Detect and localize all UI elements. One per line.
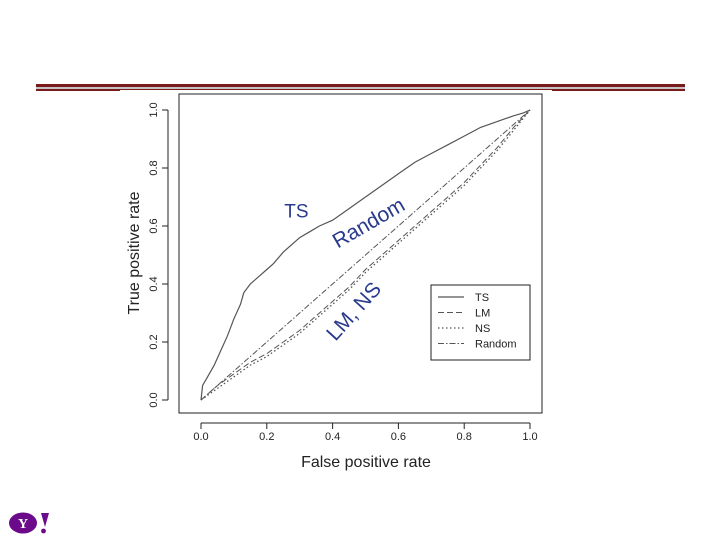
legend-label-random: Random xyxy=(475,339,517,351)
x-axis-label: False positive rate xyxy=(301,454,431,471)
x-tick-label: 1.0 xyxy=(522,431,537,443)
legend-label-ts: TS xyxy=(475,292,489,304)
y-tick-label: 0.8 xyxy=(148,160,160,175)
annotation-ts: TS xyxy=(284,201,308,222)
annotation-random: Random xyxy=(329,193,409,253)
y-tick-label: 0.6 xyxy=(148,218,160,233)
axes-layer: 0.0 0.2 0.4 0.6 0.8 1.0 0.0 0.2 0.4 0.6 0.8 1.0 xyxy=(148,102,538,443)
roc-chart: 0.0 0.2 0.4 0.6 0.8 1.0 0.0 0.2 0.4 0.6 0.8 1.0 TS R… xyxy=(126,93,543,471)
x-tick-label: 0.4 xyxy=(325,431,340,443)
x-tick-label: 0.6 xyxy=(391,431,406,443)
yahoo-logo-letter: Y xyxy=(18,517,28,532)
slide-title-rule-inner xyxy=(36,87,685,89)
yahoo-logo-exclaim-bar xyxy=(41,513,49,527)
legend-label-lm: LM xyxy=(475,308,490,320)
x-tick-label: 0.0 xyxy=(193,431,208,443)
legend-label-ns: NS xyxy=(475,323,490,335)
yahoo-logo-badge xyxy=(9,512,37,534)
annotation-lm-ns: LM, NS xyxy=(322,278,386,345)
yahoo-logo: Y xyxy=(9,512,49,534)
y-tick-label: 1.0 xyxy=(148,102,160,117)
plot-frame xyxy=(178,93,543,414)
x-tick-label: 0.8 xyxy=(457,431,472,443)
series-line-ns xyxy=(200,109,531,401)
series-line-random xyxy=(200,109,531,401)
y-axis-label: True positive rate xyxy=(126,191,143,314)
series-line-lm xyxy=(200,109,531,401)
legend: TS LM NS Random xyxy=(430,284,531,361)
annotation-layer: TS Random LM, NS xyxy=(284,193,409,345)
y-tick-label: 0.0 xyxy=(148,392,160,407)
series-line-ts xyxy=(200,109,531,401)
y-tick-label: 0.2 xyxy=(148,334,160,349)
series-layer xyxy=(200,109,531,401)
roc-chart-panel: 0.0 0.2 0.4 0.6 0.8 1.0 0.0 0.2 0.4 0.6 0.8 1.0 TS R… xyxy=(120,90,552,475)
y-tick-label: 0.4 xyxy=(148,276,160,291)
yahoo-logo-exclaim-dot xyxy=(41,528,46,534)
x-tick-label: 0.2 xyxy=(259,431,274,443)
